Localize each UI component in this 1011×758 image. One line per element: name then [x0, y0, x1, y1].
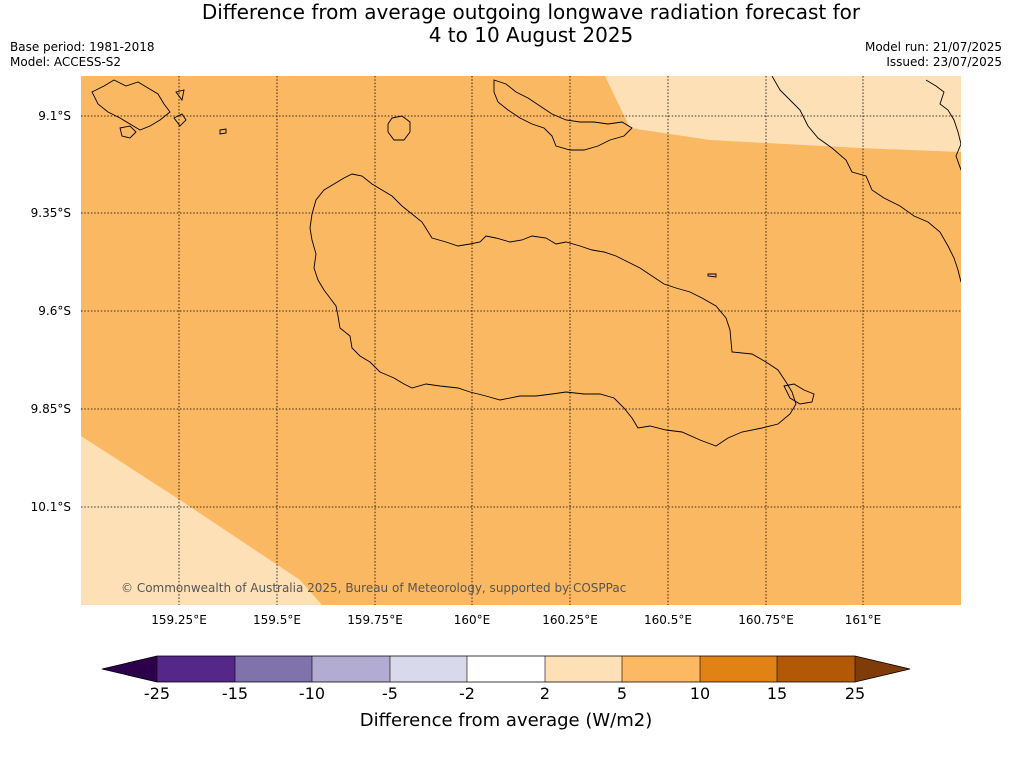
- colorbar-label: 15: [767, 684, 787, 703]
- base-period-text: Base period: 1981-2018: [10, 40, 155, 54]
- coastline-islet-1: [119, 125, 137, 139]
- lat-tick-label: 9.85°S: [31, 402, 71, 416]
- colorbar-segment: [777, 656, 855, 682]
- coastline-islet-4: [219, 128, 227, 135]
- model-run-text: Model run: 21/07/2025: [864, 40, 1002, 54]
- meta-right: Model run: 21/07/2025 Issued: 23/07/2025: [865, 40, 1002, 70]
- coastline-malaita-north: [925, 79, 961, 171]
- coastline-nggela-islands: [493, 79, 633, 151]
- lon-tick-label: 160.75°E: [738, 613, 794, 627]
- coastline-savo-island: [387, 115, 411, 141]
- colorbar-label: 10: [690, 684, 710, 703]
- colorbar-label: -5: [382, 684, 398, 703]
- colorbar-label: 5: [617, 684, 627, 703]
- map-title: Difference from average outgoing longwav…: [0, 1, 1011, 47]
- colorbar-segment: [467, 656, 545, 682]
- coastline-guadalcanal: [309, 173, 797, 447]
- colorbar-segment: [700, 656, 777, 682]
- colorbar-dividers: [156, 656, 856, 682]
- lat-tick-label: 9.1°S: [38, 109, 71, 123]
- lat-tick-label: 10.1°S: [31, 500, 71, 514]
- colorbar: -25 -15 -10 -5 -2 2 5 10 15 25 Differenc…: [101, 655, 911, 731]
- colorbar-label: -25: [144, 684, 170, 703]
- colorbar-segment: [545, 656, 622, 682]
- title-line-1: Difference from average outgoing longwav…: [201, 0, 861, 24]
- colorbar-segment: [390, 656, 467, 682]
- colorbar-label: 2: [540, 684, 550, 703]
- title-line-2: 4 to 10 August 2025: [428, 23, 634, 47]
- colorbar-label: -2: [459, 684, 475, 703]
- colorbar-segment: [622, 656, 700, 682]
- copyright-text: © Commonwealth of Australia 2025, Bureau…: [121, 581, 626, 595]
- lon-tick-label: 159.5°E: [253, 613, 301, 627]
- colorbar-label: 25: [845, 684, 865, 703]
- lon-tick-label: 160°E: [454, 613, 491, 627]
- lon-tick-label: 160.25°E: [542, 613, 598, 627]
- anomaly-fill-5-10: [81, 76, 961, 605]
- anomaly-fill-2-5-northeast: [605, 76, 961, 152]
- lon-tick-label: 161°E: [845, 613, 882, 627]
- colorbar-label: -10: [299, 684, 325, 703]
- lat-tick-label: 9.35°S: [31, 206, 71, 220]
- colorbar-labels: -25 -15 -10 -5 -2 2 5 10 15 25: [144, 684, 865, 703]
- model-text: Model: ACCESS-S2: [10, 55, 122, 69]
- colorbar-segment: [235, 656, 312, 682]
- coastline-islet-2: [173, 113, 187, 127]
- colorbar-label: -15: [222, 684, 248, 703]
- graticule: [81, 76, 961, 605]
- lon-tick-label: 159.25°E: [151, 613, 207, 627]
- colorbar-title: Difference from average (W/m2): [360, 710, 652, 731]
- meta-left: Base period: 1981-2018 Model: ACCESS-S2: [10, 40, 155, 70]
- colorbar-segment-above: [855, 656, 910, 682]
- lon-tick-label: 160.5°E: [644, 613, 692, 627]
- coastline-islet-5: [707, 273, 717, 278]
- colorbar-segment: [157, 656, 235, 682]
- colorbar-segment: [312, 656, 390, 682]
- coastline-malaita: [771, 76, 961, 283]
- coastline-russell-islands: [91, 79, 171, 131]
- issued-text: Issued: 23/07/2025: [886, 55, 1002, 69]
- lon-tick-label: 159.75°E: [347, 613, 403, 627]
- colorbar-segment-below: [102, 656, 157, 682]
- lat-tick-label: 9.6°S: [38, 304, 71, 318]
- lon-tick-labels: 159.25°E 159.5°E 159.75°E 160°E 160.25°E…: [151, 613, 881, 627]
- lat-tick-labels: 9.1°S 9.35°S 9.6°S 9.85°S 10.1°S: [31, 109, 71, 514]
- coastline-islet-6: [783, 383, 815, 405]
- anomaly-fill-2-5-southwest: [81, 436, 322, 605]
- map-area: [81, 76, 961, 605]
